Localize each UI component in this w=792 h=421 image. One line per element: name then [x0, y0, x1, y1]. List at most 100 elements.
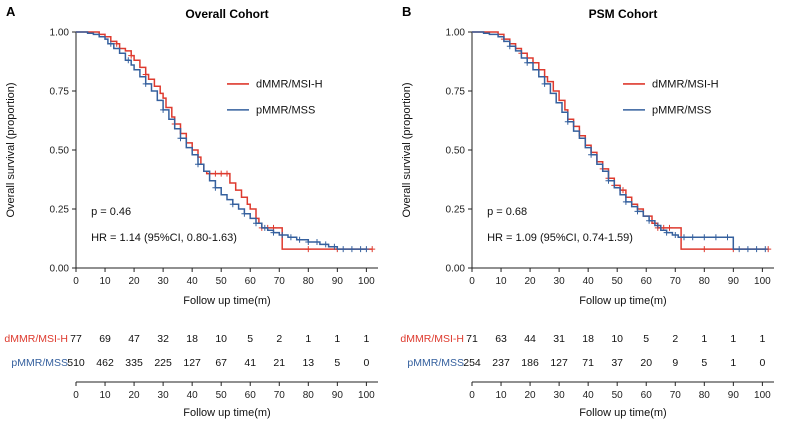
- risk-count: 10: [215, 333, 227, 345]
- panel-b-title: PSM Cohort: [588, 7, 658, 21]
- censor-mark: [736, 246, 743, 253]
- x-tick-label: 80: [303, 276, 315, 287]
- hazard-ratio-annotation: HR = 1.14 (95%CI, 0.80-1.63): [91, 232, 237, 244]
- risk-count: 1: [334, 333, 340, 345]
- censor-mark: [125, 57, 132, 64]
- risk-count: 20: [640, 357, 652, 369]
- risk-table-tick-label: 0: [469, 390, 475, 401]
- censor-mark: [253, 220, 259, 227]
- y-tick-label: 0.00: [446, 264, 466, 275]
- risk-count: 63: [495, 333, 507, 345]
- censor-mark: [701, 246, 708, 253]
- p-value-annotation: p = 0.68: [487, 206, 527, 218]
- risk-table-tick-label: 10: [99, 390, 111, 401]
- km-plot-a: 0.00 0.25 0.50 0.75 1.00 0 10 20 30 40 50 60 70 80 90 1…: [5, 28, 378, 307]
- censor-mark: [212, 170, 219, 177]
- censor-mark: [744, 246, 751, 253]
- risk-count: 13: [302, 357, 314, 369]
- risk-count: 186: [521, 357, 539, 369]
- risk-count: 9: [672, 357, 678, 369]
- x-tick-label: 60: [641, 276, 653, 287]
- risk-count: 5: [334, 357, 340, 369]
- x-tick-label: 50: [612, 276, 624, 287]
- risk-count: 5: [247, 333, 253, 345]
- risk-table-tick-label: 20: [129, 390, 141, 401]
- panel-b-label: B: [402, 4, 412, 19]
- risk-table-tick-label: 20: [525, 390, 537, 401]
- censor-mark: [588, 151, 595, 158]
- x-axis-title: Follow up time(m): [579, 295, 666, 307]
- panel-b-header: B PSM Cohort: [396, 0, 792, 26]
- risk-row-label-dmmr-msi-h: dMMR/MSI-H: [4, 333, 68, 345]
- x-tick-label: 30: [158, 276, 170, 287]
- censor-mark: [128, 52, 135, 59]
- censor-mark: [666, 224, 673, 231]
- risk-count: 127: [550, 357, 568, 369]
- censor-mark: [241, 210, 248, 217]
- censor-mark: [663, 229, 670, 236]
- censor-mark: [646, 217, 653, 224]
- x-tick-label: 90: [728, 276, 740, 287]
- censor-mark: [331, 243, 338, 250]
- y-tick-label: 0.75: [446, 87, 466, 98]
- legend-label-pmmr-mss: pMMR/MSS: [652, 104, 711, 116]
- x-tick-label: 20: [129, 276, 141, 287]
- legend-label-pmmr-mss: pMMR/MSS: [256, 104, 315, 116]
- survival-curve-pmmr-mss: [76, 31, 367, 250]
- risk-count: 0: [363, 357, 369, 369]
- censor-mark: [724, 234, 731, 241]
- risk-count: 127: [183, 357, 201, 369]
- x-axis-title: Follow up time(m): [183, 295, 270, 307]
- risk-count: 0: [759, 357, 765, 369]
- risk-row-label-dmmr-msi-h: dMMR/MSI-H: [400, 333, 464, 345]
- risk-count: 1: [730, 333, 736, 345]
- censor-mark: [564, 118, 571, 125]
- risk-count: 5: [701, 357, 707, 369]
- risk-count: 31: [553, 333, 565, 345]
- x-tick-label: 40: [187, 276, 199, 287]
- y-tick-label: 1.00: [50, 28, 70, 39]
- risk-table-tick-label: 70: [670, 390, 682, 401]
- censor-mark: [340, 246, 347, 253]
- risk-count: 1: [701, 333, 707, 345]
- censor-mark: [160, 106, 167, 113]
- censor-mark: [506, 43, 513, 50]
- risk-table-tick-label: 50: [216, 390, 228, 401]
- panel-b: B PSM Cohort 0.00 0.25 0.50 0.75 1.00 0 10 20 30…: [396, 0, 792, 421]
- risk-count: 225: [154, 357, 172, 369]
- risk-table-tick-label: 50: [612, 390, 624, 401]
- censor-mark: [218, 170, 225, 177]
- censor-mark: [261, 224, 268, 231]
- censor-mark: [672, 232, 679, 238]
- x-tick-label: 20: [525, 276, 537, 287]
- risk-count: 41: [244, 357, 256, 369]
- y-tick-label: 0.50: [446, 146, 466, 157]
- y-axis-title: Overall survival (proportion): [5, 82, 17, 217]
- x-tick-label: 90: [332, 276, 344, 287]
- y-tick-label: 0.25: [50, 205, 70, 216]
- risk-table-tick-label: 30: [158, 390, 170, 401]
- risk-count: 47: [128, 333, 140, 345]
- p-value-annotation: p = 0.46: [91, 206, 131, 218]
- x-tick-label: 70: [670, 276, 682, 287]
- y-axis-title: Overall survival (proportion): [401, 82, 413, 217]
- risk-count: 237: [492, 357, 510, 369]
- censor-mark: [348, 246, 355, 253]
- risk-table-tick-label: 80: [303, 390, 315, 401]
- risk-table-tick-label: 0: [73, 390, 79, 401]
- x-tick-label: 100: [754, 276, 771, 287]
- y-tick-label: 0.25: [446, 205, 466, 216]
- x-tick-label: 10: [495, 276, 507, 287]
- censor-mark: [212, 184, 219, 191]
- risk-count: 67: [215, 357, 227, 369]
- censor-mark: [634, 208, 641, 215]
- censor-mark: [369, 246, 376, 253]
- censor-mark: [620, 187, 626, 194]
- risk-table-tick-label: 100: [358, 390, 375, 401]
- censor-mark: [305, 246, 312, 253]
- risk-count: 18: [582, 333, 594, 345]
- censor-mark: [753, 246, 760, 253]
- censor-mark: [113, 40, 120, 47]
